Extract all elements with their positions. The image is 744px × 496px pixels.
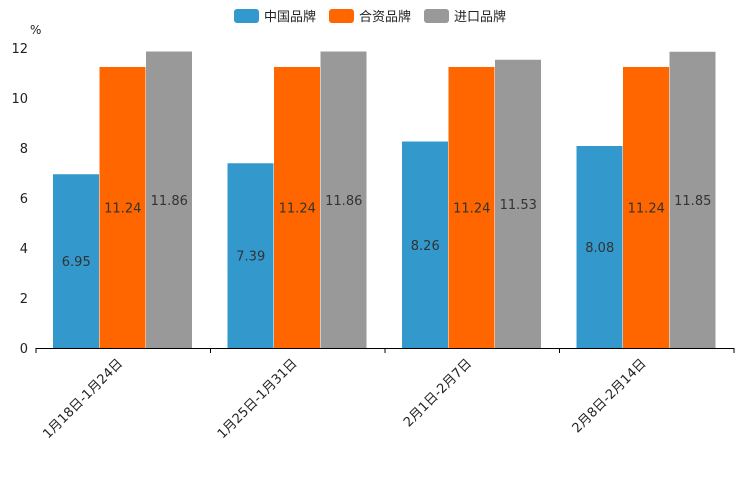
bar[interactable] (402, 141, 448, 349)
bar-value-label: 11.53 (500, 198, 537, 213)
bar-value-label: 11.24 (453, 202, 490, 217)
x-tick-label: 1月25日-1月31日 (215, 356, 301, 442)
bar[interactable] (576, 146, 623, 348)
bars-group: 6.95 11.24 11.86 7.39 11.24 11.86 8.26 11.24 11.… (53, 51, 716, 349)
bar-value-label: 11.86 (325, 194, 362, 209)
y-tick-label: 2 (20, 292, 28, 307)
bar[interactable] (320, 51, 367, 349)
bar-value-label: 8.26 (411, 239, 440, 254)
bar-group: 8.08 11.24 11.85 (576, 51, 716, 348)
y-tick-label: 8 (20, 142, 28, 157)
bar[interactable] (495, 59, 541, 348)
y-axis-unit-label: % (30, 23, 41, 37)
legend: 中国品牌 合资品牌 进口品牌 (234, 9, 506, 25)
y-axis: 0 2 4 6 8 10 12 (11, 42, 28, 357)
y-tick-label: 0 (20, 342, 28, 357)
legend-swatch (329, 9, 354, 23)
legend-label: 合资品牌 (359, 9, 411, 25)
x-tick-label: 2月1日-2月7日 (401, 356, 475, 430)
bar[interactable] (53, 174, 99, 348)
legend-swatch (234, 9, 259, 23)
y-tick-label: 4 (20, 242, 28, 257)
y-tick-label: 6 (20, 192, 28, 207)
y-tick-label: 10 (11, 92, 28, 107)
bar[interactable] (227, 163, 274, 348)
bar-group: 8.26 11.24 11.53 (402, 59, 541, 349)
bar-value-label: 11.24 (279, 202, 316, 217)
legend-label: 中国品牌 (264, 9, 316, 25)
legend-item[interactable]: 中国品牌 (234, 9, 316, 25)
bar[interactable] (623, 67, 669, 348)
x-tick-label: 2月8日-2月14日 (570, 356, 650, 436)
bar[interactable] (448, 67, 495, 348)
bar-value-label: 11.85 (674, 194, 711, 209)
bar-value-label: 11.24 (104, 202, 141, 217)
legend-swatch (424, 9, 449, 23)
x-tick-label: 1月18日-1月24日 (40, 356, 126, 442)
bar[interactable] (146, 51, 192, 349)
bar-value-label: 8.08 (585, 241, 614, 256)
y-tick-label: 12 (11, 42, 28, 57)
bar-group: 6.95 11.24 11.86 (53, 51, 192, 349)
bar[interactable] (99, 67, 146, 348)
bar-value-label: 11.24 (628, 202, 665, 217)
legend-item[interactable]: 进口品牌 (424, 9, 506, 25)
legend-item[interactable]: 合资品牌 (329, 9, 411, 25)
legend-label: 进口品牌 (454, 9, 506, 25)
bar-group: 7.39 11.24 11.86 (227, 51, 367, 349)
bar-value-label: 11.86 (151, 194, 188, 209)
x-axis: 1月18日-1月24日 1月25日-1月31日 2月1日-2月7日 2月8日-2月14… (35, 348, 735, 442)
bar[interactable] (669, 51, 716, 348)
bar-value-label: 6.95 (62, 255, 91, 270)
bar[interactable] (274, 67, 320, 348)
bar-value-label: 7.39 (236, 250, 265, 265)
